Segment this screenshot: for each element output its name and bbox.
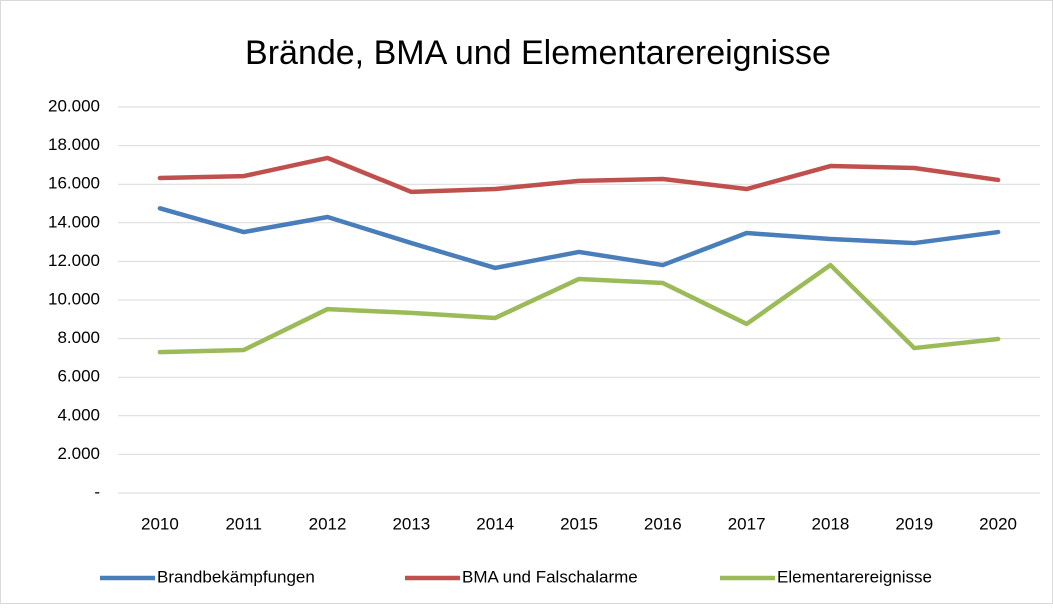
x-tick-label: 2014 [476,514,514,533]
y-tick-label: 12.000 [48,251,100,270]
x-tick-label: 2010 [141,514,179,533]
series-line [157,155,1001,195]
x-tick-label: 2018 [812,514,850,533]
x-tick-label: 2016 [644,514,682,533]
chart-title: Brände, BMA und Elementarereignisse [245,34,831,72]
y-tick-label: 18.000 [48,135,100,154]
x-tick-label: 2013 [392,514,430,533]
y-tick-label: 6.000 [57,367,100,386]
y-tick-label: 14.000 [48,212,100,231]
y-tick-label: 10.000 [48,289,100,308]
legend-label: Elementarereignisse [777,567,932,586]
x-tick-label: 2019 [895,514,933,533]
y-tick-label: 8.000 [57,328,100,347]
y-tick-label: 16.000 [48,174,100,193]
x-tick-label: 2012 [309,514,347,533]
y-tick-label: 4.000 [57,405,100,424]
x-tick-label: 2011 [225,514,262,533]
series-line [157,206,1001,271]
legend-label: BMA und Falschalarme [462,567,638,586]
x-tick-label: 2015 [560,514,598,533]
x-tick-label: 2020 [979,514,1017,533]
y-tick-label: - [94,482,100,501]
series-line [157,262,1001,355]
legend-label: Brandbekämpfungen [157,567,315,586]
y-tick-label: 2.000 [57,444,100,463]
x-tick-label: 2017 [728,514,766,533]
y-tick-label: 20.000 [48,96,100,115]
